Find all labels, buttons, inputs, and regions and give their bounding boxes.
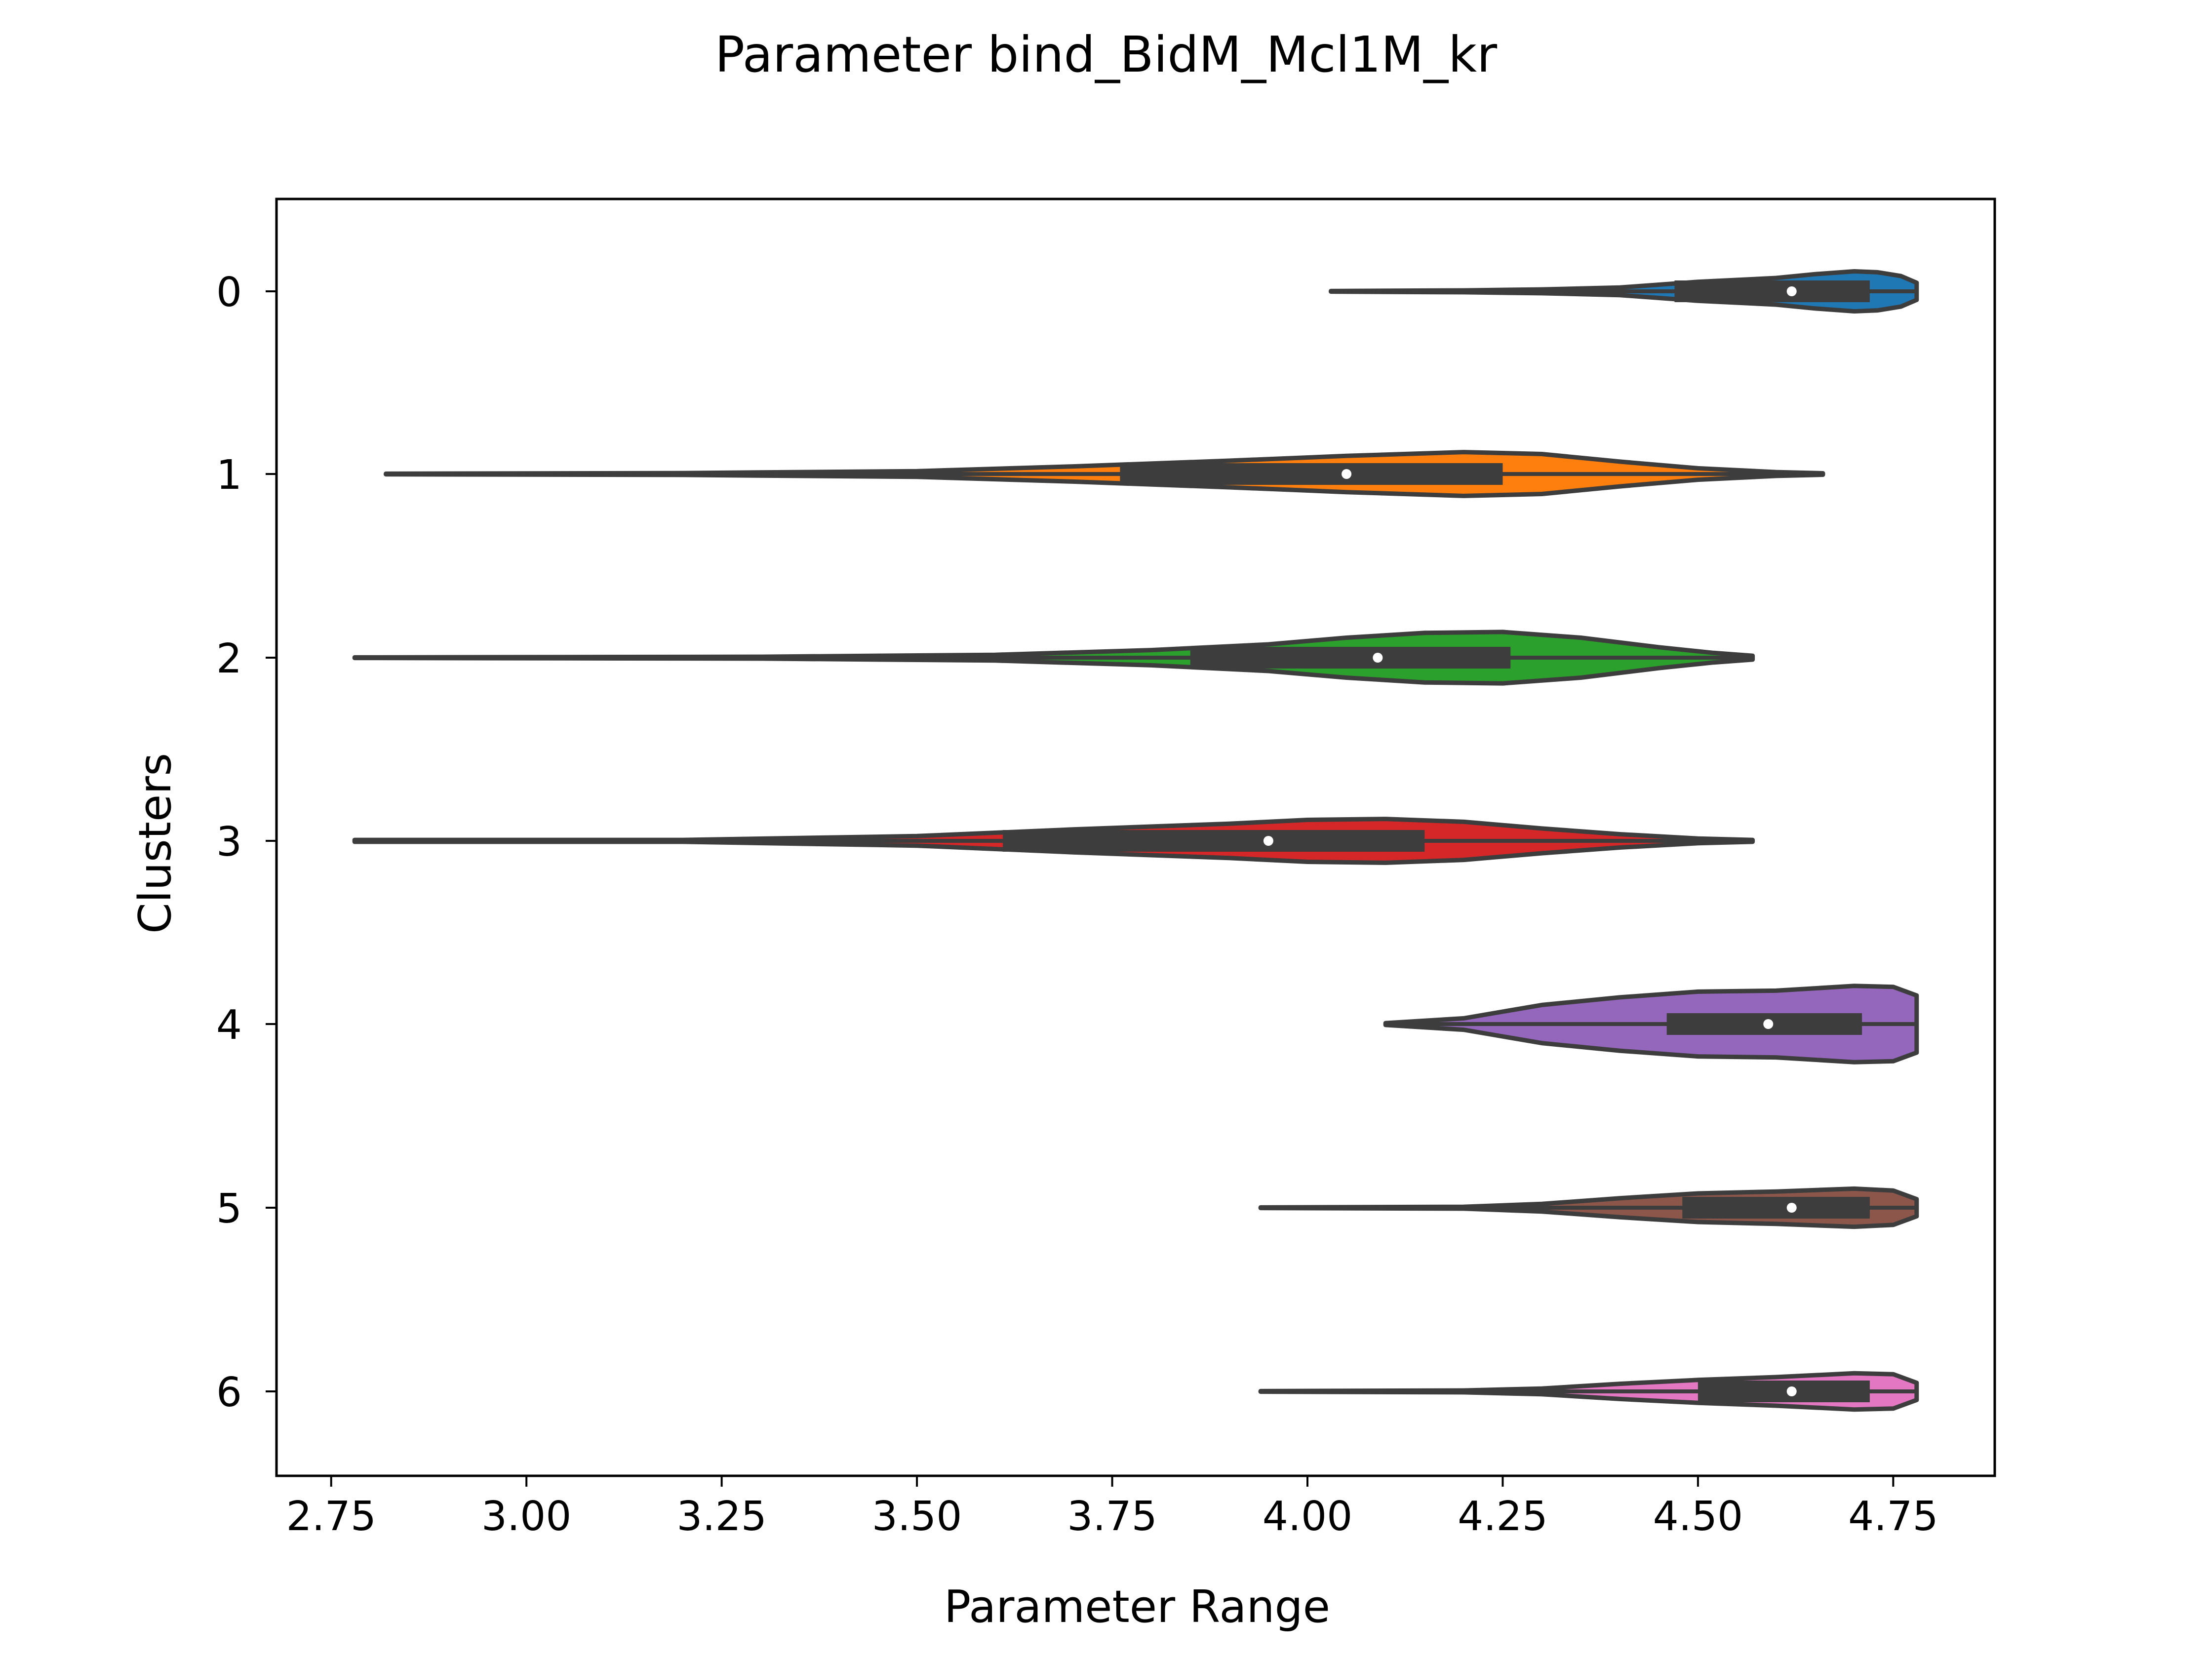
median-dot-cluster-0 <box>1786 286 1797 296</box>
iqr-box-cluster-5 <box>1682 1197 1870 1219</box>
y-axis-label: Clusters <box>129 753 181 934</box>
iqr-box-cluster-2 <box>1190 647 1511 669</box>
y-tick-label-2: 2 <box>216 635 242 682</box>
median-dot-cluster-1 <box>1342 469 1352 479</box>
y-tick-label-4: 4 <box>216 1002 242 1049</box>
iqr-box-cluster-0 <box>1674 280 1870 302</box>
x-tick-label-7: 4.50 <box>1653 1493 1743 1540</box>
y-tick-label-1: 1 <box>216 452 242 499</box>
iqr-box-cluster-1 <box>1120 463 1503 485</box>
y-tick-label-0: 0 <box>216 269 242 316</box>
x-tick-label-6: 4.25 <box>1458 1493 1548 1540</box>
y-tick-label-5: 5 <box>216 1185 242 1232</box>
x-tick-label-1: 3.00 <box>481 1493 572 1540</box>
median-dot-cluster-2 <box>1373 653 1383 663</box>
median-dot-cluster-4 <box>1763 1019 1774 1029</box>
plot-frame <box>275 198 1996 1477</box>
y-tick-label-6: 6 <box>216 1369 242 1416</box>
violin-cluster-3 <box>352 817 1755 865</box>
x-tick-label-0: 2.75 <box>286 1493 376 1540</box>
iqr-box-cluster-3 <box>1003 830 1425 852</box>
x-tick-label-5: 4.00 <box>1263 1493 1353 1540</box>
violin-cluster-0 <box>1329 269 1919 314</box>
chart-title: Parameter bind_BidM_Mcl1M_kr <box>715 26 1498 83</box>
violin-cluster-1 <box>384 450 1825 498</box>
x-axis-label: Parameter Range <box>944 1581 1330 1633</box>
x-tick-label-2: 3.25 <box>676 1493 767 1540</box>
iqr-box-cluster-6 <box>1698 1381 1870 1402</box>
violin-cluster-2 <box>352 630 1755 686</box>
x-tick-label-8: 4.75 <box>1848 1493 1938 1540</box>
median-dot-cluster-3 <box>1263 836 1273 846</box>
median-dot-cluster-6 <box>1786 1386 1797 1396</box>
violin-cluster-4 <box>1383 984 1919 1065</box>
x-tick-label-3: 3.50 <box>872 1493 962 1540</box>
y-tick-label-3: 3 <box>216 819 242 866</box>
x-tick-label-4: 3.75 <box>1067 1493 1157 1540</box>
median-dot-cluster-5 <box>1786 1203 1797 1213</box>
violin-cluster-5 <box>1258 1186 1919 1229</box>
violin-cluster-6 <box>1258 1371 1919 1412</box>
